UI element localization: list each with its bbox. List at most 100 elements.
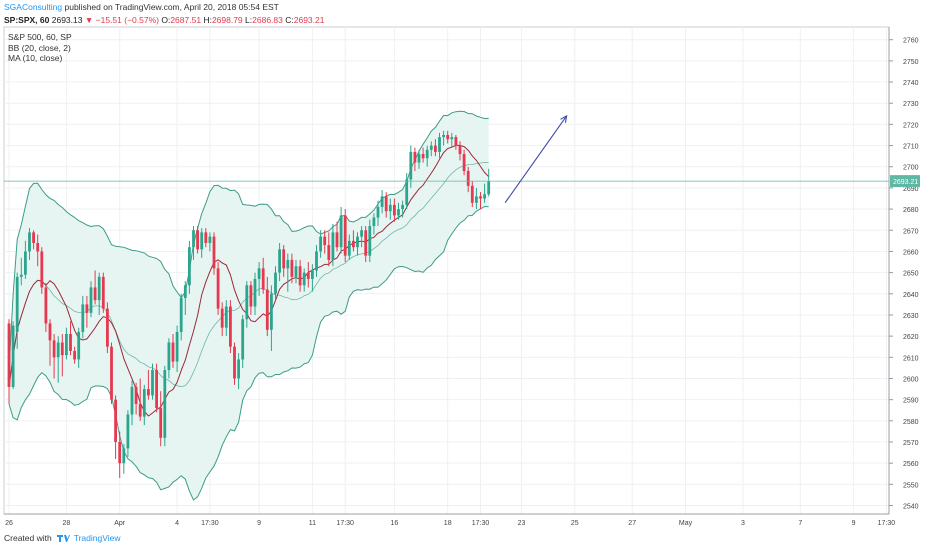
y-tick-label: 2540 xyxy=(903,504,919,511)
candle-body xyxy=(368,226,372,256)
created-with-label: Created with xyxy=(4,533,52,543)
candle-body xyxy=(60,342,64,356)
bb-basis-line xyxy=(8,162,489,388)
y-tick-label: 2750 xyxy=(903,59,919,66)
candle-body xyxy=(479,196,482,199)
candle-body xyxy=(85,304,89,313)
candle-body xyxy=(401,204,404,210)
y-tick-label: 2620 xyxy=(903,334,919,341)
candle-body xyxy=(380,196,384,207)
x-tick-label: 17:30 xyxy=(472,520,490,527)
legend-ma[interactable]: MA (10, close) xyxy=(8,53,63,63)
legend-title[interactable]: S&P 500, 60, SP xyxy=(8,32,72,42)
candle-body xyxy=(265,289,269,330)
x-tick-label: Apr xyxy=(114,520,126,527)
x-tick-label: 4 xyxy=(175,520,179,527)
publish-header: SGAConsulting published on TradingView.c… xyxy=(4,2,279,12)
created-with-footer: Created with TradingView xyxy=(4,533,121,543)
candle-body xyxy=(483,194,486,199)
candle-body xyxy=(339,215,343,248)
candle-body xyxy=(220,308,224,328)
candle-body xyxy=(241,319,245,360)
candle-body xyxy=(179,298,183,332)
candle-body xyxy=(253,278,257,307)
y-tick-label: 2710 xyxy=(903,144,919,151)
candle-body xyxy=(286,259,290,269)
close-value: 2693.21 xyxy=(293,15,325,25)
candle-body xyxy=(163,370,167,438)
candle-body xyxy=(65,334,68,356)
candle-body xyxy=(302,272,306,286)
candle-body xyxy=(438,137,441,152)
tradingview-logo-icon xyxy=(56,535,70,542)
candle-body xyxy=(270,293,273,330)
candle-body xyxy=(462,154,466,171)
candle-body xyxy=(257,268,261,279)
candle-body xyxy=(376,206,380,218)
y-tick-label: 2640 xyxy=(903,292,919,299)
y-tick-label: 2550 xyxy=(903,482,919,489)
open-value: 2687.51 xyxy=(170,15,202,25)
tradingview-link[interactable]: TradingView xyxy=(73,533,121,543)
down-arrow-icon: ▼ xyxy=(84,15,94,25)
close-label: C: xyxy=(285,15,294,25)
y-tick-label: 2570 xyxy=(903,440,919,447)
candle-body xyxy=(315,251,318,271)
candle-body xyxy=(147,389,150,396)
candle-body xyxy=(249,285,253,307)
candle-body xyxy=(204,232,208,243)
y-tick-label: 2680 xyxy=(903,207,919,214)
x-tick-label: 3 xyxy=(741,520,745,527)
candle-body xyxy=(114,399,117,443)
price-change: −15.51 (−0.57%) xyxy=(95,15,159,25)
publisher-link[interactable]: SGAConsulting xyxy=(4,2,63,12)
candle-body xyxy=(405,179,409,205)
candle-body xyxy=(347,240,351,256)
bb-band-fill xyxy=(9,111,489,500)
bb-upper-line xyxy=(8,110,489,371)
symbol-line: SP:SPX, 60 2693.13 ▼ −15.51 (−0.57%) O:2… xyxy=(4,15,324,25)
candle-body xyxy=(417,154,421,163)
candle-body xyxy=(7,323,11,387)
legend-bb[interactable]: BB (20, close, 2) xyxy=(8,42,71,53)
candle-body xyxy=(454,137,458,146)
x-tick-label: 9 xyxy=(257,520,261,527)
candle-body xyxy=(212,236,216,269)
y-tick-label: 2740 xyxy=(903,80,919,87)
candle-body xyxy=(434,145,437,152)
candle-body xyxy=(28,232,31,252)
candle-body xyxy=(298,266,302,286)
candle-body xyxy=(93,287,97,301)
candle-body xyxy=(40,251,44,288)
publish-info: published on TradingView.com, April 20, … xyxy=(64,2,279,12)
candle-body xyxy=(32,232,35,243)
candle-body xyxy=(343,215,347,256)
last-price: 2693.13 xyxy=(51,15,83,25)
candle-body xyxy=(245,285,249,320)
last-price-tag xyxy=(890,175,920,188)
candle-body xyxy=(118,442,122,464)
candle-body xyxy=(224,306,228,328)
candle-body xyxy=(192,230,195,248)
candle-body xyxy=(73,350,76,360)
candle-body xyxy=(274,272,277,294)
candle-body xyxy=(81,304,85,332)
candle-body xyxy=(122,448,126,464)
candle-body xyxy=(216,268,220,309)
x-tick-label: 18 xyxy=(444,520,452,527)
y-tick-label: 2670 xyxy=(903,228,919,235)
ma-line xyxy=(8,144,490,417)
candle-body xyxy=(458,145,462,155)
candle-body xyxy=(134,386,138,404)
trend-arrow-line xyxy=(504,115,568,204)
candle-body xyxy=(487,181,491,195)
candle-body xyxy=(393,204,396,216)
candle-body xyxy=(130,386,134,415)
candle-body xyxy=(36,242,40,252)
candle-body xyxy=(183,285,187,299)
candle-body xyxy=(364,230,368,256)
candle-body xyxy=(44,287,48,324)
candle-body xyxy=(77,331,81,360)
candle-body xyxy=(237,359,240,379)
